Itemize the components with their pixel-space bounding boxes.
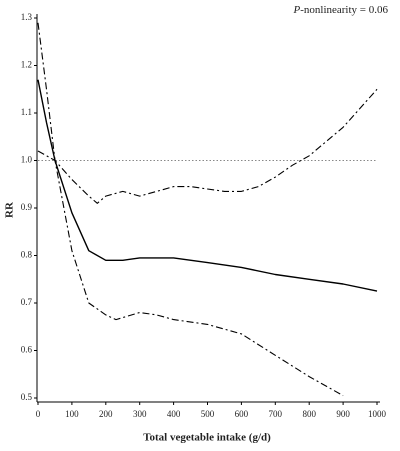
x-axis-label: Total vegetable intake (g/d): [143, 432, 271, 444]
y-tick-label: 1.1: [21, 107, 32, 117]
y-tick-label: 0.7: [21, 297, 33, 307]
x-tick-label: 300: [133, 409, 147, 419]
x-tick-label: 400: [167, 409, 181, 419]
annotation: P-nonlinearity = 0.06: [292, 4, 388, 16]
x-tick-label: 1000: [368, 409, 387, 419]
y-tick-label: 0.6: [21, 345, 33, 355]
x-tick-label: 700: [269, 409, 283, 419]
y-axis-label: RR: [4, 201, 16, 218]
y-tick-label: 0.5: [21, 392, 33, 402]
x-tick-label: 0: [36, 409, 41, 419]
x-tick-label: 500: [201, 409, 215, 419]
x-tick-label: 600: [235, 409, 249, 419]
annotation-italic: P: [292, 4, 300, 16]
x-tick-label: 200: [99, 409, 113, 419]
y-tick-label: 1.3: [21, 12, 33, 22]
curve: [37, 79, 378, 292]
x-tick-label: 800: [302, 409, 316, 419]
x-tick-label: 100: [65, 409, 79, 419]
y-tick-label: 0.8: [21, 250, 33, 260]
y-tick-label: 0.9: [21, 202, 33, 212]
curve: [37, 22, 344, 397]
y-tick-label: 1.0: [21, 155, 33, 165]
curve: [37, 88, 378, 204]
y-tick-label: 1.2: [21, 60, 32, 70]
annotation-text: -nonlinearity = 0.06: [300, 4, 388, 16]
x-tick-label: 900: [336, 409, 350, 419]
